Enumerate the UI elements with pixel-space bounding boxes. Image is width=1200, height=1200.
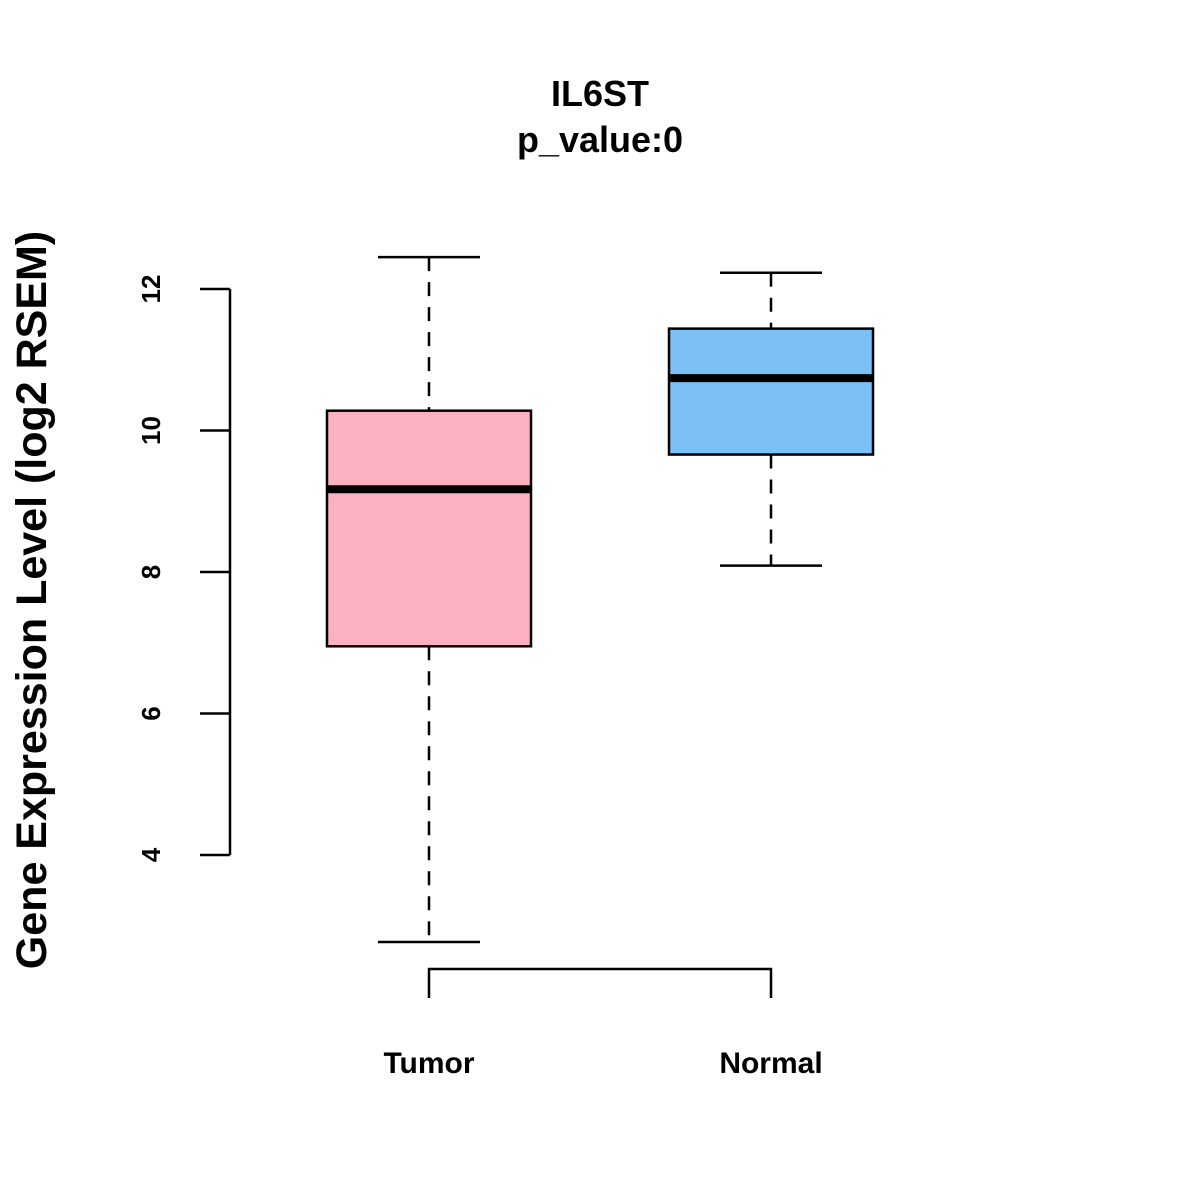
y-tick-label: 8	[136, 565, 166, 579]
comparison-bracket	[427, 967, 773, 998]
boxes	[325, 255, 875, 944]
bracket-line	[427, 967, 773, 998]
x-category-label: Normal	[719, 1047, 822, 1080]
x-category-label: Tumor	[383, 1047, 474, 1080]
iqr-box	[667, 327, 875, 456]
chart-title: IL6ST	[551, 73, 649, 114]
chart-subtitle: p_value:0	[517, 119, 683, 160]
y-tick-label: 12	[136, 275, 166, 304]
y-tick-label: 4	[136, 847, 166, 862]
y-axis: 4 6 8 10 12	[136, 275, 232, 862]
iqr-box	[325, 409, 533, 648]
category-labels: Tumor Normal	[383, 1047, 822, 1080]
box-tumor	[325, 255, 533, 944]
box-normal	[667, 271, 875, 567]
y-tick-label: 6	[136, 706, 166, 720]
y-tick-label: 10	[136, 416, 166, 445]
y-axis-label: Gene Expression Level (log2 RSEM)	[8, 231, 56, 969]
